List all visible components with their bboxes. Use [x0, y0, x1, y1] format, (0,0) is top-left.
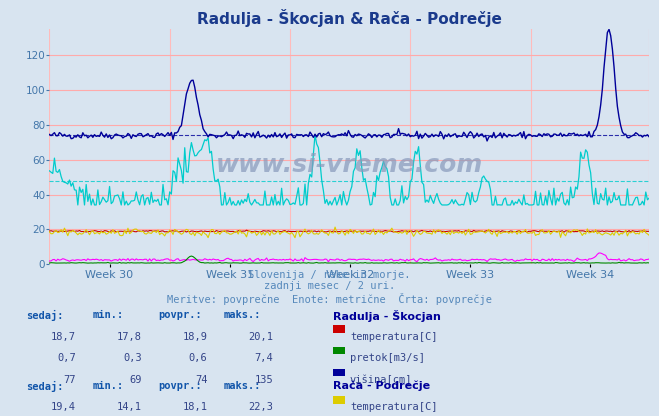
Text: maks.:: maks.: — [224, 381, 262, 391]
Text: 18,7: 18,7 — [51, 332, 76, 342]
Title: Radulja - Škocjan & Rača - Podrečje: Radulja - Škocjan & Rača - Podrečje — [197, 9, 501, 27]
Text: Rača - Podrečje: Rača - Podrečje — [333, 381, 430, 391]
Text: zadnji mesec / 2 uri.: zadnji mesec / 2 uri. — [264, 281, 395, 291]
Text: Slovenija / reke in morje.: Slovenija / reke in morje. — [248, 270, 411, 280]
Text: 19,4: 19,4 — [51, 402, 76, 412]
Text: min.:: min.: — [92, 310, 123, 320]
Text: 77: 77 — [63, 375, 76, 385]
Text: 74: 74 — [195, 375, 208, 385]
Text: 17,8: 17,8 — [117, 332, 142, 342]
Text: sedaj:: sedaj: — [26, 310, 64, 321]
Text: www.si-vreme.com: www.si-vreme.com — [215, 154, 483, 178]
Text: višina[cm]: višina[cm] — [350, 375, 413, 385]
Text: 20,1: 20,1 — [248, 332, 273, 342]
Text: Meritve: povprečne  Enote: metrične  Črta: povprečje: Meritve: povprečne Enote: metrične Črta:… — [167, 293, 492, 305]
Text: min.:: min.: — [92, 381, 123, 391]
Text: povpr.:: povpr.: — [158, 381, 202, 391]
Text: sedaj:: sedaj: — [26, 381, 64, 392]
Text: 0,7: 0,7 — [57, 353, 76, 363]
Text: maks.:: maks.: — [224, 310, 262, 320]
Text: temperatura[C]: temperatura[C] — [350, 402, 438, 412]
Text: 0,6: 0,6 — [189, 353, 208, 363]
Text: 22,3: 22,3 — [248, 402, 273, 412]
Text: Radulja - Škocjan: Radulja - Škocjan — [333, 310, 441, 322]
Text: 18,9: 18,9 — [183, 332, 208, 342]
Text: 18,1: 18,1 — [183, 402, 208, 412]
Text: 135: 135 — [255, 375, 273, 385]
Text: 0,3: 0,3 — [123, 353, 142, 363]
Text: 69: 69 — [129, 375, 142, 385]
Text: 7,4: 7,4 — [255, 353, 273, 363]
Text: 14,1: 14,1 — [117, 402, 142, 412]
Text: temperatura[C]: temperatura[C] — [350, 332, 438, 342]
Text: pretok[m3/s]: pretok[m3/s] — [350, 353, 425, 363]
Text: povpr.:: povpr.: — [158, 310, 202, 320]
